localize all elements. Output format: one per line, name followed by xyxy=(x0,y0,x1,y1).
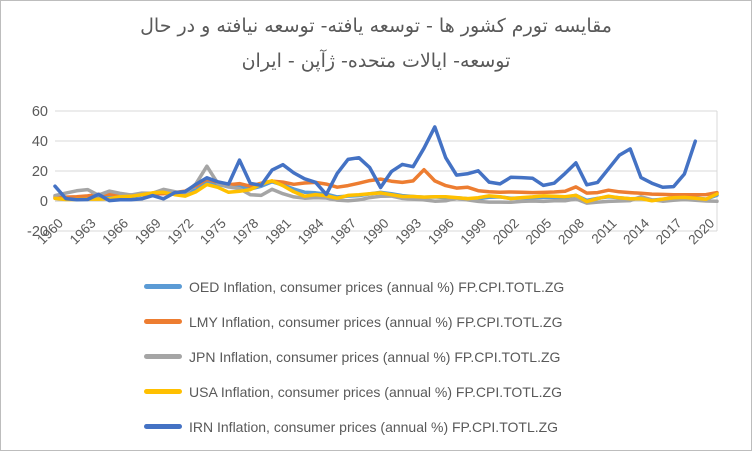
legend-swatch-jpn xyxy=(144,354,182,359)
legend-swatch-irn xyxy=(144,424,182,429)
legend-item-lmy: LMY Inflation, consumer prices (annual %… xyxy=(144,304,564,339)
series-line-usa xyxy=(53,179,719,204)
legend-swatch-lmy xyxy=(144,319,182,324)
series-line-irn xyxy=(53,125,698,203)
chart-title-line1: مقايسه تورم كشور ها - توسعه يافته- توسعه… xyxy=(140,15,612,37)
legend-item-irn: IRN Inflation, consumer prices (annual %… xyxy=(144,409,564,444)
legend-label-usa: USA Inflation, consumer prices (annual %… xyxy=(189,383,562,400)
legend-item-oed: OED Inflation, consumer prices (annual %… xyxy=(144,269,564,304)
legend-swatch-usa xyxy=(144,389,182,394)
y-axis-tick-label: -20 xyxy=(27,224,48,240)
legend-label-oed: OED Inflation, consumer prices (annual %… xyxy=(189,278,565,295)
legend-label-irn: IRN Inflation, consumer prices (annual %… xyxy=(189,418,559,435)
legend-item-jpn: JPN Inflation, consumer prices (annual %… xyxy=(144,339,564,374)
y-axis-tick-label: 20 xyxy=(32,164,48,180)
legend-label-lmy: LMY Inflation, consumer prices (annual %… xyxy=(189,313,563,330)
y-axis-tick-label: 60 xyxy=(32,104,48,120)
legend-label-jpn: JPN Inflation, consumer prices (annual %… xyxy=(189,348,561,365)
chart-title: مقايسه تورم كشور ها - توسعه يافته- توسعه… xyxy=(1,9,751,79)
y-axis-tick-label: 40 xyxy=(32,134,48,150)
series-line-jpn xyxy=(53,164,719,205)
legend-item-usa: USA Inflation, consumer prices (annual %… xyxy=(144,374,564,409)
y-axis-tick-label: 0 xyxy=(40,194,48,210)
chart-title-line2: توسعه- ايالات متحده- ژآپن - ايران xyxy=(241,50,511,72)
chart-legend: OED Inflation, consumer prices (annual %… xyxy=(144,269,564,444)
legend-swatch-oed xyxy=(144,284,182,289)
